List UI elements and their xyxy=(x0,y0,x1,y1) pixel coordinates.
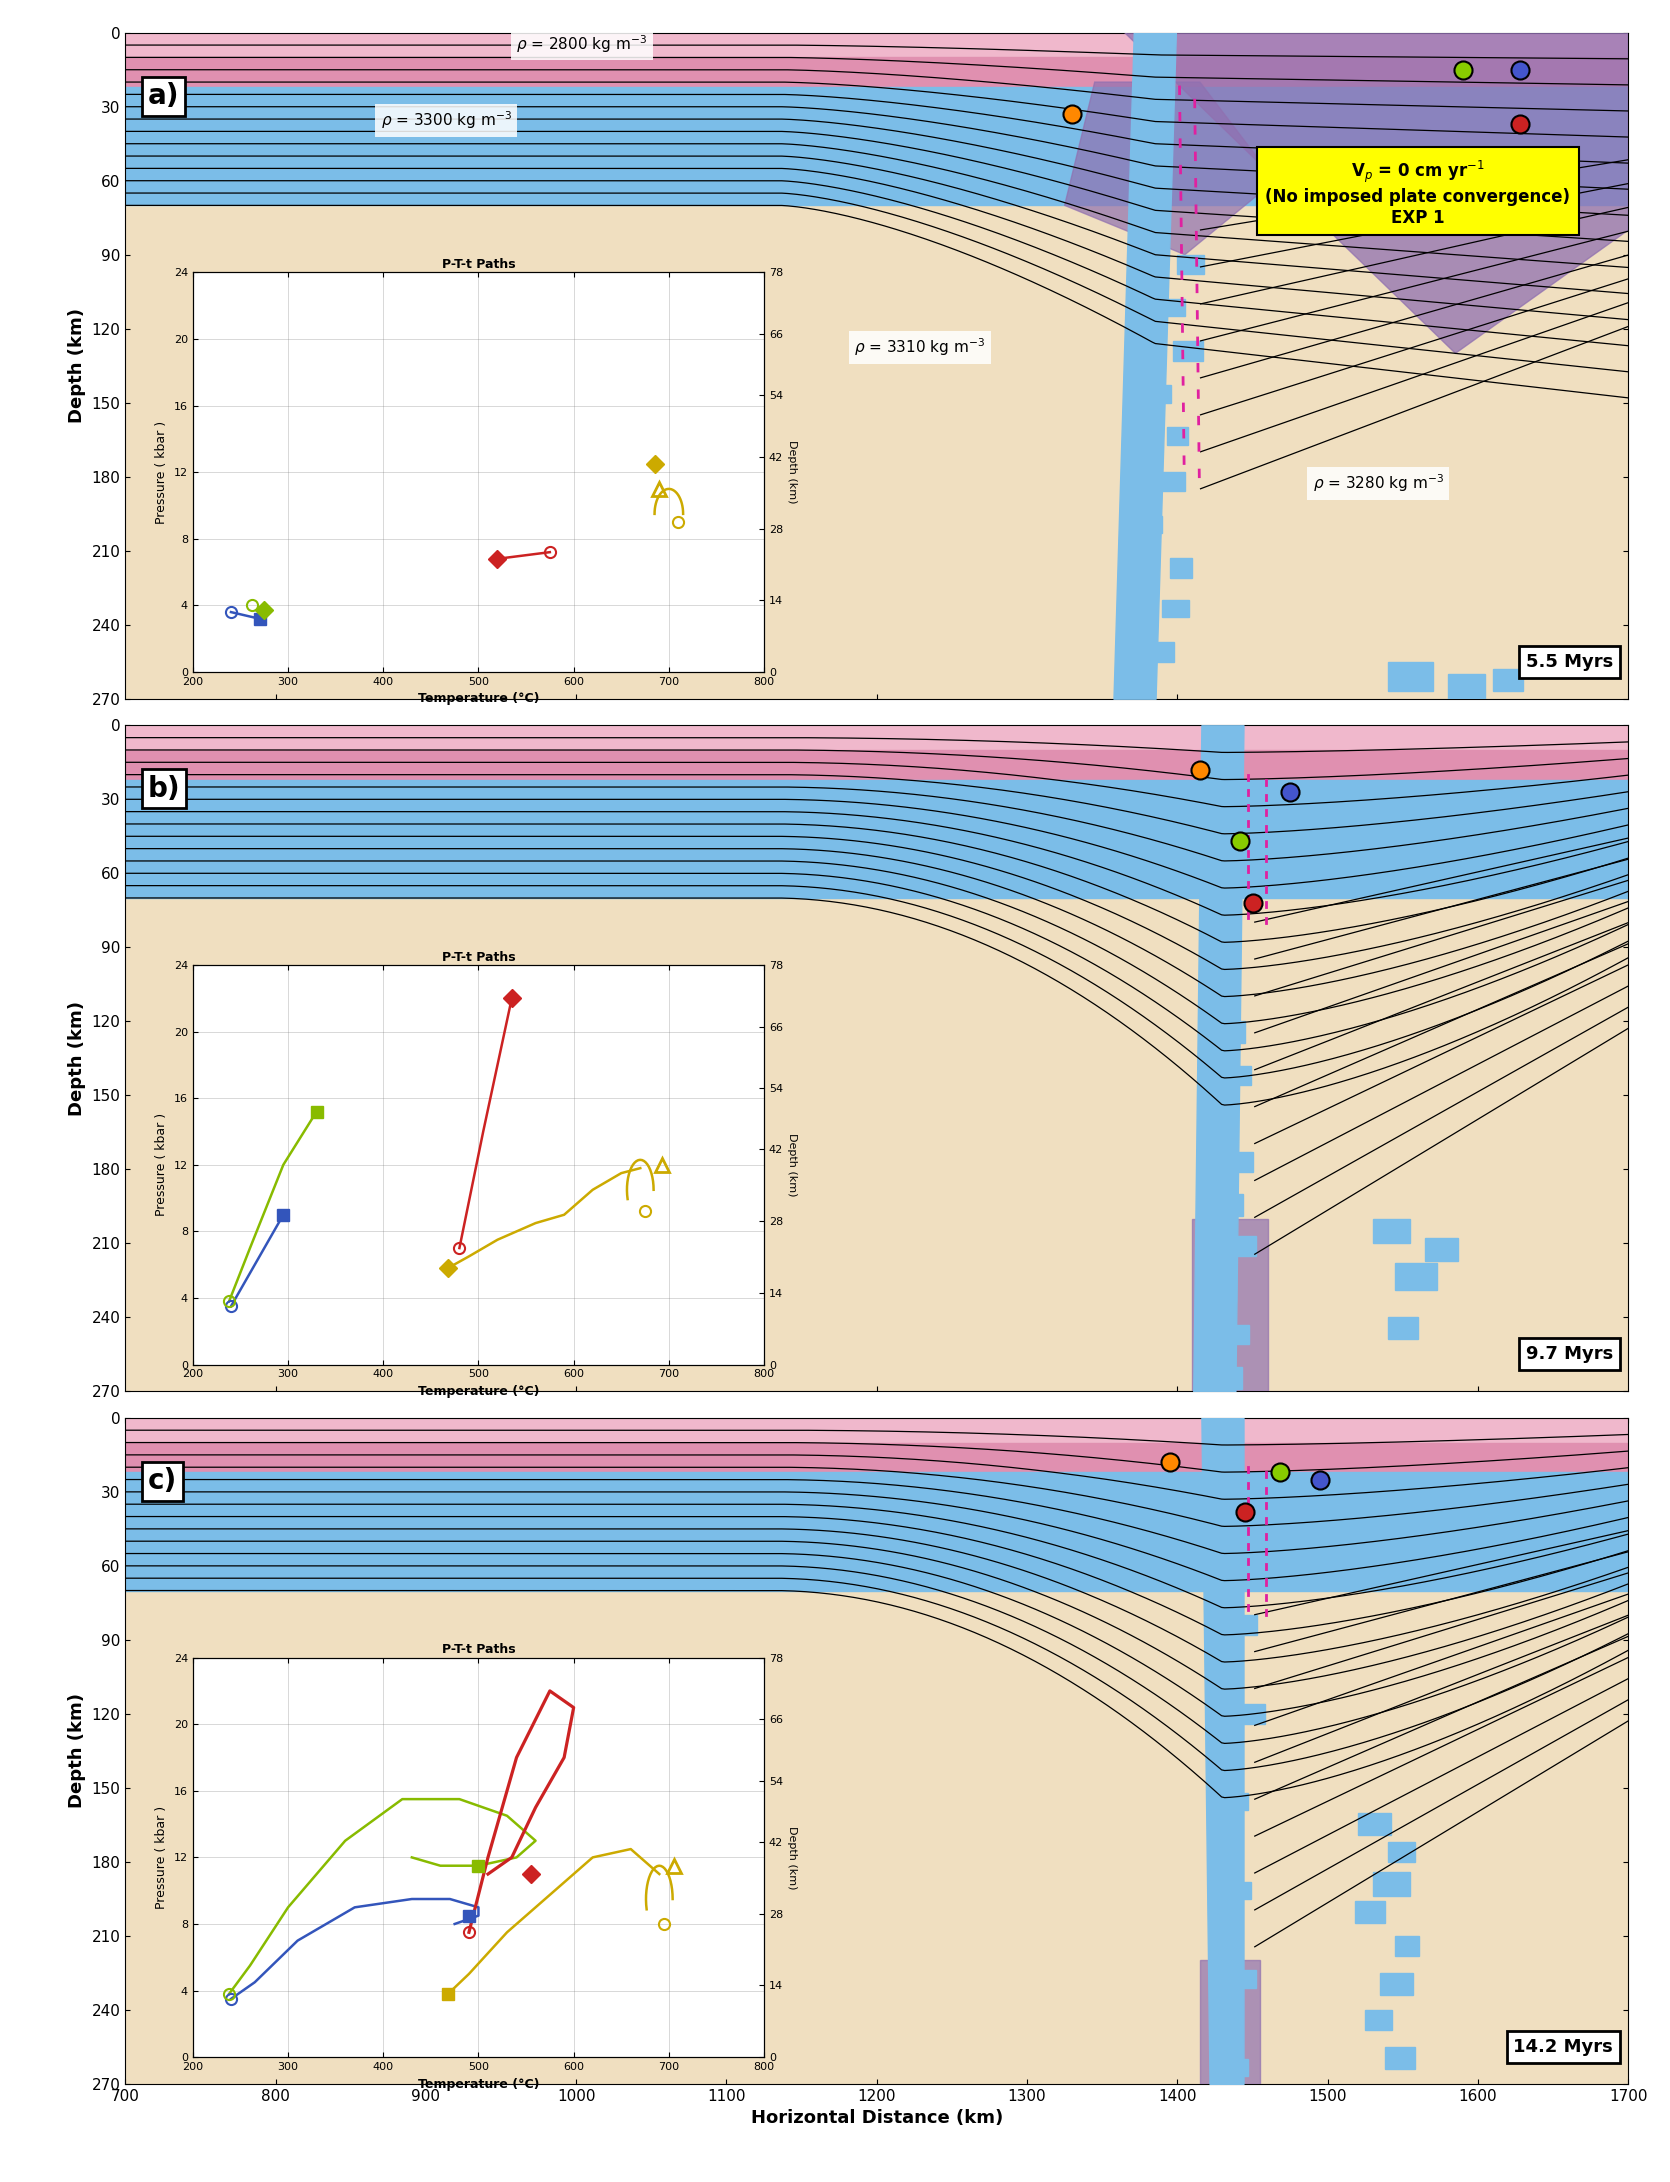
Bar xyxy=(1354,1901,1384,1925)
Y-axis label: Depth (km): Depth (km) xyxy=(787,1132,797,1196)
Bar xyxy=(1169,559,1192,578)
X-axis label: Horizontal Distance (km): Horizontal Distance (km) xyxy=(750,2110,1004,2127)
Polygon shape xyxy=(1201,1959,1261,2084)
Bar xyxy=(1231,1881,1251,1898)
Text: $\rho$ = 3300 kg m$^{-3}$: $\rho$ = 3300 kg m$^{-3}$ xyxy=(381,109,511,131)
Bar xyxy=(1162,299,1186,316)
Bar xyxy=(1358,1813,1391,1835)
Y-axis label: Depth (km): Depth (km) xyxy=(787,441,797,504)
Text: 9.7 Myrs: 9.7 Myrs xyxy=(1526,1346,1613,1364)
Bar xyxy=(1211,1837,1236,1857)
Bar xyxy=(1379,1973,1413,1994)
Bar xyxy=(1217,1661,1241,1676)
Text: $\rho$ = 3280 kg m$^{-3}$: $\rho$ = 3280 kg m$^{-3}$ xyxy=(1313,471,1443,493)
Bar xyxy=(1229,1615,1258,1634)
Bar xyxy=(1426,1239,1458,1261)
Bar xyxy=(1147,386,1171,404)
Bar xyxy=(1229,1970,1256,1988)
Bar xyxy=(1214,2014,1237,2034)
Text: a): a) xyxy=(147,83,179,109)
Bar xyxy=(1384,2047,1414,2069)
Text: c): c) xyxy=(147,1466,177,1495)
Bar xyxy=(1151,642,1174,661)
Bar xyxy=(1234,1235,1256,1255)
Bar xyxy=(1227,1065,1251,1084)
Bar xyxy=(1177,255,1204,275)
Bar xyxy=(1388,1318,1418,1340)
Y-axis label: Depth (km): Depth (km) xyxy=(68,308,85,423)
Polygon shape xyxy=(1126,33,1628,353)
Bar xyxy=(1226,2060,1247,2077)
Polygon shape xyxy=(1065,83,1274,255)
Bar xyxy=(1159,471,1186,491)
Bar xyxy=(1214,1366,1242,1388)
Bar xyxy=(1388,1842,1414,1861)
Bar xyxy=(1396,1935,1420,1955)
Bar xyxy=(1226,1324,1249,1344)
Bar xyxy=(1217,1194,1244,1215)
Bar xyxy=(1227,1794,1247,1811)
Bar xyxy=(1234,1704,1264,1724)
Text: V$_p$ = 0 cm yr$^{-1}$
(No imposed plate convergence)
EXP 1: V$_p$ = 0 cm yr$^{-1}$ (No imposed plate… xyxy=(1266,159,1570,227)
Bar xyxy=(1396,1263,1438,1290)
Bar xyxy=(1207,1281,1236,1303)
Polygon shape xyxy=(1192,1218,1268,1392)
Bar xyxy=(1366,2010,1393,2029)
Y-axis label: Depth (km): Depth (km) xyxy=(787,1826,797,1890)
Bar xyxy=(1229,1152,1252,1172)
Y-axis label: Depth (km): Depth (km) xyxy=(68,1002,85,1115)
Y-axis label: Depth (km): Depth (km) xyxy=(68,1693,85,1809)
Bar xyxy=(1167,428,1187,445)
Bar xyxy=(1493,670,1523,692)
Bar xyxy=(1172,340,1202,360)
Text: $\rho$ = 3310 kg m$^{-3}$: $\rho$ = 3310 kg m$^{-3}$ xyxy=(853,336,985,358)
Text: b): b) xyxy=(147,775,180,803)
Bar xyxy=(1211,1108,1237,1130)
Bar xyxy=(1448,674,1486,698)
Bar xyxy=(1373,1872,1409,1896)
Text: 14.2 Myrs: 14.2 Myrs xyxy=(1513,2038,1613,2055)
Bar xyxy=(1142,517,1162,532)
Text: $\rho$ = 2800 kg m$^{-3}$: $\rho$ = 2800 kg m$^{-3}$ xyxy=(516,33,646,55)
Bar xyxy=(1219,1927,1242,1946)
Bar xyxy=(1388,661,1433,692)
Bar xyxy=(1162,600,1189,618)
Bar xyxy=(1214,1021,1244,1043)
Bar xyxy=(1214,1748,1239,1765)
Text: 5.5 Myrs: 5.5 Myrs xyxy=(1526,652,1613,670)
Bar xyxy=(1373,1218,1409,1244)
